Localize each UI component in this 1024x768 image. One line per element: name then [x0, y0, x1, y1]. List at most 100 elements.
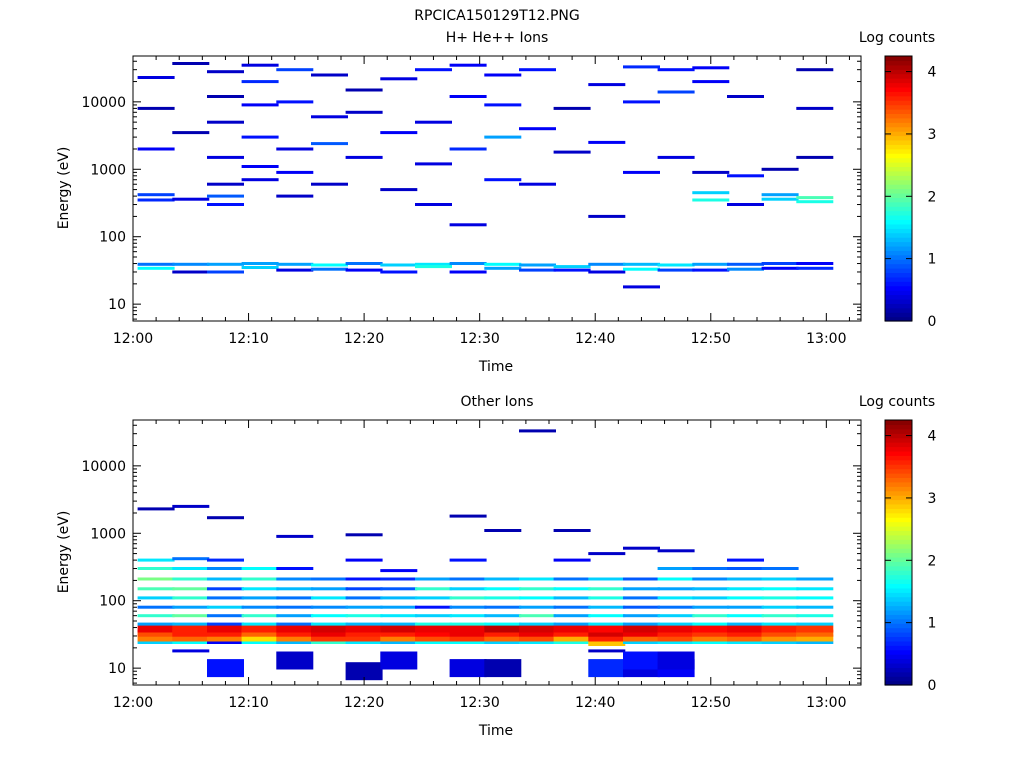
heatmap-cell	[241, 63, 279, 67]
heatmap-cell	[692, 262, 730, 266]
colorbar-segment	[885, 148, 912, 154]
heatmap-cell	[796, 641, 834, 644]
heatmap-cell	[484, 596, 522, 600]
heatmap-cell	[727, 203, 764, 206]
colorbar-segment	[885, 636, 912, 642]
heatmap-cell	[172, 197, 210, 201]
colorbar-segment	[885, 290, 912, 296]
colorbar-segment	[885, 618, 912, 624]
colorbar-segment	[885, 95, 912, 101]
heatmap-cell	[623, 65, 660, 69]
heatmap-cell	[276, 596, 314, 600]
heatmap-cell	[519, 429, 556, 433]
heatmap-cell	[657, 577, 695, 581]
heatmap-cell	[692, 80, 730, 84]
colorbar-segment	[885, 459, 912, 465]
colorbar-segment	[885, 60, 912, 66]
colorbar-segment	[885, 473, 912, 479]
heatmap-cell	[484, 529, 522, 532]
heatmap-cell	[553, 268, 591, 272]
heatmap-cell	[484, 629, 522, 637]
heatmap-cell	[553, 106, 591, 110]
heatmap-cell	[623, 587, 660, 591]
x-tick-label: 12:40	[575, 331, 615, 347]
heatmap-cell	[449, 605, 487, 609]
heatmap-cell	[172, 634, 210, 642]
colorbar-segment	[885, 139, 912, 145]
heatmap-cell	[207, 194, 244, 198]
colorbar-segment	[885, 503, 912, 509]
colorbar-segment	[885, 192, 912, 198]
colorbar-segment	[885, 113, 912, 119]
colorbar-segment	[885, 627, 912, 633]
heatmap-cell	[657, 629, 695, 637]
heatmap-cell	[345, 110, 383, 114]
heatmap-cell	[796, 587, 834, 591]
colorbar-segment	[885, 517, 912, 523]
heatmap-cell	[380, 188, 418, 192]
heatmap-cell	[727, 629, 764, 637]
heatmap-cell	[241, 266, 279, 269]
panel2-colorbar-label: Log counts	[859, 394, 935, 410]
colorbar-segment	[885, 73, 912, 79]
colorbar-segment	[885, 526, 912, 532]
heatmap-cell	[207, 270, 244, 274]
heatmap-cell	[727, 614, 764, 618]
heatmap-cell	[727, 634, 764, 642]
y-tick-label: 100	[99, 594, 126, 610]
colorbar-tick-label: 4	[928, 429, 937, 445]
x-tick-label: 12:40	[575, 695, 615, 711]
heatmap-cell	[588, 639, 626, 646]
heatmap-cell	[311, 634, 348, 642]
heatmap-cell	[241, 625, 279, 633]
colorbar-segment	[885, 104, 912, 110]
heatmap-cell	[657, 263, 695, 267]
colorbar-segment	[885, 276, 912, 282]
colorbar-segment	[885, 640, 912, 646]
heatmap-cell	[345, 614, 383, 618]
heatmap-cell	[207, 587, 244, 591]
heatmap-cell	[484, 587, 522, 591]
heatmap-cell	[207, 629, 244, 637]
heatmap-cell	[241, 629, 279, 637]
colorbar-segment	[885, 579, 912, 585]
colorbar-segment	[885, 157, 912, 163]
heatmap-cell	[588, 625, 626, 633]
heatmap-cell	[692, 170, 730, 174]
heatmap-cell	[623, 625, 660, 633]
colorbar-segment	[885, 206, 912, 212]
heatmap-cell	[553, 641, 591, 644]
heatmap-cell	[519, 622, 556, 626]
heatmap-cell	[172, 131, 210, 135]
colorbar-segment	[885, 490, 912, 496]
heatmap-cell	[553, 629, 591, 637]
heatmap-cell	[484, 262, 522, 266]
panel1-heatmap-cells	[137, 62, 834, 289]
heatmap-cell	[207, 634, 244, 642]
colorbar-segment	[885, 197, 912, 203]
heatmap-cell	[553, 605, 591, 609]
colorbar-segment	[885, 437, 912, 443]
heatmap-cell	[415, 265, 452, 269]
heatmap-cell	[415, 634, 452, 642]
heatmap-cell	[519, 596, 556, 600]
heatmap-cell	[796, 266, 834, 270]
heatmap-cell	[484, 577, 522, 581]
heatmap-cell	[623, 262, 660, 266]
heatmap-cell	[380, 596, 418, 600]
y-tick-label: 1000	[90, 162, 126, 178]
heatmap-cell	[588, 605, 626, 609]
heatmap-cell	[623, 622, 660, 626]
heatmap-cell	[415, 596, 452, 600]
heatmap-cell	[553, 587, 591, 591]
colorbar-segment	[885, 122, 912, 128]
heatmap-cell	[796, 596, 834, 600]
heatmap-cell	[207, 516, 244, 520]
heatmap-cell	[207, 614, 244, 618]
heatmap-cell	[484, 103, 522, 107]
colorbar-segment	[885, 250, 912, 256]
heatmap-cell	[519, 182, 556, 186]
panel1-plot: 12:00 12:10 12:20 12:30 12:40 12:50 13:0010100…	[81, 55, 937, 347]
heatmap-cell	[623, 267, 660, 271]
heatmap-cell	[172, 262, 210, 266]
